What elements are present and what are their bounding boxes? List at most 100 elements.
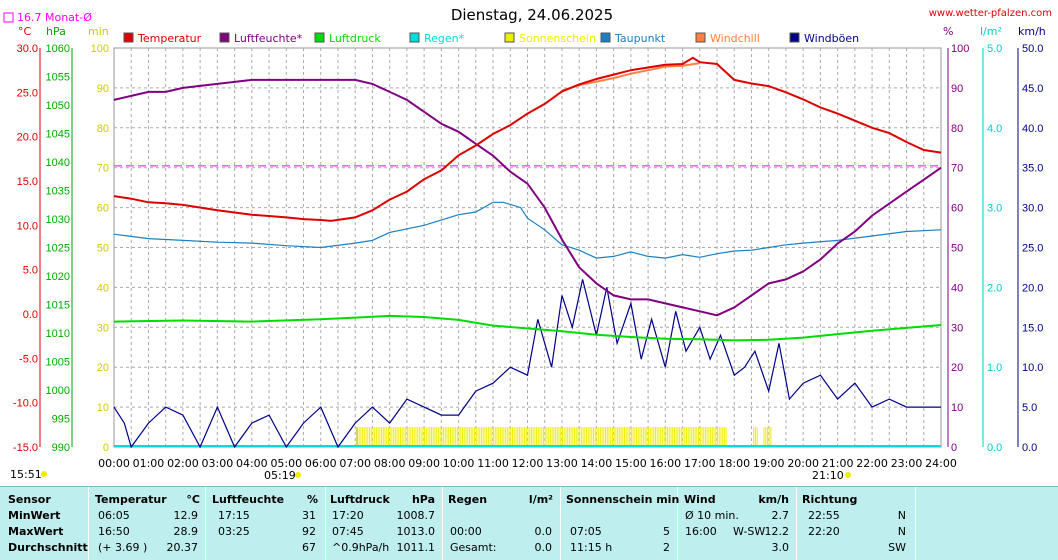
sunshine-bar [648, 427, 650, 447]
axis-tick-pressure: 1050 [46, 100, 70, 112]
table-separator [677, 487, 678, 560]
sunshine-bar [517, 427, 519, 447]
sunshine-bar [544, 427, 546, 447]
sunshine-bar [572, 427, 574, 447]
sunshine-bar [425, 427, 427, 447]
row-temp-time: 16:50 [98, 525, 130, 538]
series-line-temperatur [113, 56, 942, 222]
sunshine-bar [474, 427, 476, 447]
axis-tick-rain: 5.0 [987, 43, 1002, 55]
sunshine-bar [598, 427, 600, 447]
sunshine-bar [682, 427, 684, 447]
sunshine-bar [458, 427, 460, 447]
sunshine-bar [587, 427, 589, 447]
legend-swatch [123, 32, 134, 43]
sunshine-bar [768, 427, 770, 447]
row-wind-direction: W-SW [733, 525, 766, 538]
axis-tick-percent: 60 [951, 203, 963, 215]
sunshine-bar [754, 427, 756, 447]
sunshine-bar [641, 427, 643, 447]
sunshine-bar [584, 427, 586, 447]
sunshine-bar [505, 427, 507, 447]
axis-tick-percent: 10 [951, 402, 963, 414]
sunshine-bar [396, 427, 398, 447]
axis-tick-percent: 100 [951, 43, 969, 55]
axis-tick-wind: 50.0 [1022, 43, 1043, 55]
row-temp-time: 06:05 [98, 509, 130, 522]
table-separator [796, 487, 797, 560]
sunshine-bar [656, 427, 658, 447]
row-humidity-value: 31 [302, 509, 316, 522]
axis-tick-percent: 90 [951, 83, 963, 95]
sunshine-bar [696, 427, 698, 447]
x-tick-label: 08:00 [374, 457, 406, 470]
sunshine-bar [615, 427, 617, 447]
row-pressure-value: 1008.7 [396, 509, 436, 522]
sunshine-bar [698, 427, 700, 447]
sunshine-bar [417, 427, 419, 447]
sunshine-bar [477, 427, 479, 447]
sunshine-bar [605, 427, 607, 447]
sunshine-bar [386, 427, 388, 447]
sunshine-bar [389, 427, 391, 447]
x-tick-label: 14:00 [581, 457, 613, 470]
sunshine-bar [722, 427, 724, 447]
axis-tick-temp: -10.0 [13, 398, 38, 410]
unit-wind: km/h [1018, 25, 1046, 38]
sunshine-bar [718, 427, 720, 447]
axis-tick-minutes: 60 [97, 203, 109, 215]
x-tick-label: 03:00 [202, 457, 234, 470]
sunshine-bar [568, 427, 570, 447]
sunshine-bar [725, 427, 727, 447]
sunshine-bar [444, 427, 446, 447]
sunshine-bar [446, 427, 448, 447]
sunshine-bar [589, 427, 591, 447]
summary-table: Sensor Temperatur °C Luftfeuchte% Luftdruck h… [0, 486, 1058, 560]
sunshine-bar [453, 427, 455, 447]
sunshine-bar [770, 427, 772, 447]
x-tick-label: 22:00 [856, 457, 888, 470]
sunshine-bar [549, 427, 551, 447]
sunshine-bar [665, 427, 667, 447]
axis-tick-minutes: 30 [97, 322, 109, 334]
row-pressure-time: 07:45 [332, 525, 364, 538]
sunshine-bar [713, 427, 715, 447]
axis-tick-wind: 45.0 [1022, 83, 1043, 95]
axis-tick-wind: 0.0 [1022, 442, 1037, 454]
sunshine-bar [403, 427, 405, 447]
series-line-windchill [561, 62, 700, 92]
sunshine-bar [670, 427, 672, 447]
axis-tick-temp: 20.0 [17, 132, 38, 144]
x-tick-label: 02:00 [167, 457, 199, 470]
sunshine-bar [455, 427, 457, 447]
sunshine-bar [536, 427, 538, 447]
sunshine-bar [382, 427, 384, 447]
axis-tick-pressure: 995 [52, 414, 70, 426]
sunshine-bar [691, 427, 693, 447]
header-pressure-unit: hPa [411, 493, 435, 506]
sunshine-bar [487, 427, 489, 447]
sunshine-bar [673, 427, 675, 447]
sunshine-bar [620, 427, 622, 447]
sunshine-bar [405, 427, 407, 447]
axis-tick-wind: 30.0 [1022, 203, 1043, 215]
x-tick-label: 07:00 [339, 457, 371, 470]
sunshine-bar [599, 427, 601, 447]
sunshine-bar [766, 427, 768, 447]
sunshine-bar [708, 427, 710, 447]
sunset-icon [845, 472, 851, 478]
sunshine-bar [558, 427, 560, 447]
sunshine-bar [548, 427, 550, 447]
sunshine-bar [470, 427, 472, 447]
sunshine-bar [637, 427, 639, 447]
x-tick-label: 19:00 [753, 457, 785, 470]
sunshine-bar [493, 427, 495, 447]
sunshine-bar [654, 427, 656, 447]
sunshine-bar [699, 427, 701, 447]
sunshine-bar [579, 427, 581, 447]
axis-tick-minutes: 40 [97, 282, 109, 294]
sunshine-bar [618, 427, 620, 447]
sunshine-bar [465, 427, 467, 447]
sunshine-bar [672, 427, 674, 447]
chart-series [113, 56, 942, 449]
